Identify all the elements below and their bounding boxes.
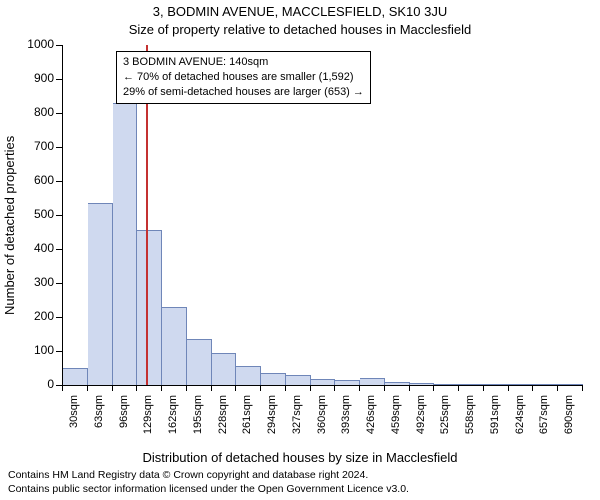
x-tick (532, 385, 533, 391)
x-tick-label: 459sqm (390, 395, 402, 445)
y-tick-label: 500 (20, 207, 54, 221)
histogram-bar (335, 380, 360, 385)
histogram-bar (187, 339, 212, 385)
histogram-bar (162, 307, 187, 385)
histogram-bar (88, 203, 113, 385)
y-tick (56, 283, 62, 284)
x-tick (161, 385, 162, 391)
callout-line: 29% of semi-detached houses are larger (… (123, 85, 364, 100)
y-axis-label: Number of detached properties (2, 136, 17, 315)
x-tick (285, 385, 286, 391)
y-tick (56, 45, 62, 46)
x-tick (310, 385, 311, 391)
histogram-bar (311, 379, 336, 385)
histogram-bar (484, 384, 509, 385)
y-tick-label: 100 (20, 343, 54, 357)
y-tick (56, 113, 62, 114)
x-tick-label: 96sqm (118, 395, 130, 445)
x-tick-label: 261sqm (241, 395, 253, 445)
x-axis-label: Distribution of detached houses by size … (0, 450, 600, 465)
histogram-bar (261, 373, 286, 385)
chart-container: 3, BODMIN AVENUE, MACCLESFIELD, SK10 3JU… (0, 0, 600, 500)
y-tick (56, 249, 62, 250)
y-tick (56, 181, 62, 182)
histogram-bar (137, 230, 162, 385)
x-tick (557, 385, 558, 391)
x-tick-label: 327sqm (291, 395, 303, 445)
y-tick-label: 400 (20, 241, 54, 255)
x-tick-label: 558sqm (464, 395, 476, 445)
x-tick (334, 385, 335, 391)
histogram-bar (236, 366, 261, 385)
y-tick-label: 700 (20, 139, 54, 153)
y-tick (56, 317, 62, 318)
x-tick (87, 385, 88, 391)
footer-line1: Contains HM Land Registry data © Crown c… (8, 468, 409, 482)
x-tick (508, 385, 509, 391)
chart-title-line2: Size of property relative to detached ho… (0, 22, 600, 37)
y-tick (56, 351, 62, 352)
histogram-bar (558, 384, 583, 385)
histogram-bar (113, 103, 138, 385)
x-tick-label: 426sqm (365, 395, 377, 445)
x-tick-label: 294sqm (266, 395, 278, 445)
x-tick (211, 385, 212, 391)
y-tick-label: 0 (20, 377, 54, 391)
histogram-bar (63, 368, 88, 385)
x-tick-label: 228sqm (217, 395, 229, 445)
x-tick-label: 162sqm (167, 395, 179, 445)
x-tick (235, 385, 236, 391)
x-tick (112, 385, 113, 391)
histogram-bar (509, 384, 534, 385)
x-tick (483, 385, 484, 391)
callout-box: 3 BODMIN AVENUE: 140sqm← 70% of detached… (116, 51, 371, 104)
histogram-bar (286, 375, 311, 385)
histogram-bar (410, 383, 435, 385)
y-tick-label: 300 (20, 275, 54, 289)
x-tick-label: 195sqm (192, 395, 204, 445)
x-tick-label: 492sqm (415, 395, 427, 445)
histogram-bar (360, 378, 385, 385)
x-tick (409, 385, 410, 391)
x-tick-label: 360sqm (316, 395, 328, 445)
x-tick (186, 385, 187, 391)
x-tick-label: 393sqm (340, 395, 352, 445)
x-tick-label: 657sqm (538, 395, 550, 445)
histogram-bar (434, 384, 459, 385)
callout-line: ← 70% of detached houses are smaller (1,… (123, 70, 364, 85)
x-tick (359, 385, 360, 391)
footer-attribution: Contains HM Land Registry data © Crown c… (8, 468, 409, 496)
y-tick-label: 200 (20, 309, 54, 323)
x-tick (260, 385, 261, 391)
x-tick (582, 385, 583, 391)
histogram-bar (212, 353, 237, 385)
x-tick (62, 385, 63, 391)
x-tick-label: 30sqm (68, 395, 80, 445)
x-tick-label: 624sqm (514, 395, 526, 445)
chart-title-line1: 3, BODMIN AVENUE, MACCLESFIELD, SK10 3JU (0, 4, 600, 19)
y-tick-label: 900 (20, 71, 54, 85)
callout-line: 3 BODMIN AVENUE: 140sqm (123, 55, 364, 70)
y-tick (56, 147, 62, 148)
x-tick-label: 525sqm (439, 395, 451, 445)
histogram-bar (385, 382, 410, 385)
x-tick (136, 385, 137, 391)
y-tick-label: 600 (20, 173, 54, 187)
x-tick (458, 385, 459, 391)
y-tick-label: 1000 (20, 37, 54, 51)
y-tick-label: 800 (20, 105, 54, 119)
y-tick (56, 79, 62, 80)
x-tick-label: 63sqm (93, 395, 105, 445)
x-tick-label: 690sqm (563, 395, 575, 445)
y-tick (56, 215, 62, 216)
x-tick (433, 385, 434, 391)
histogram-bar (533, 384, 558, 385)
x-tick-label: 591sqm (489, 395, 501, 445)
footer-line2: Contains public sector information licen… (8, 482, 409, 496)
x-tick (384, 385, 385, 391)
histogram-bar (459, 384, 484, 385)
x-tick-label: 129sqm (142, 395, 154, 445)
